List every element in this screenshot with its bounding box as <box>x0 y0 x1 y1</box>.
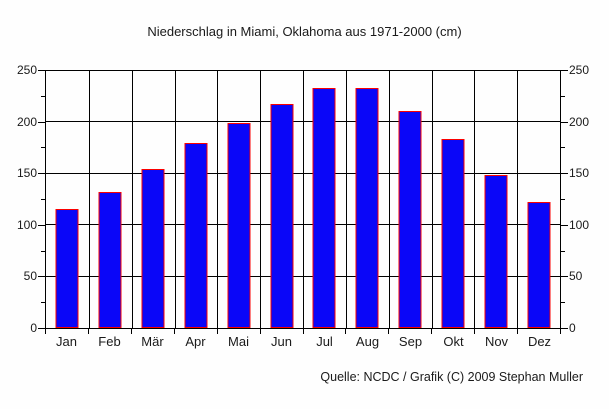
y-minor-tick-left-25 <box>41 302 45 303</box>
x-axis-label-dez: Dez <box>527 334 552 349</box>
y-minor-tick-right-125 <box>561 199 565 200</box>
y-axis-label-left-150: 150 <box>16 166 37 180</box>
bar-mär <box>141 168 165 328</box>
bar-apr <box>184 142 208 328</box>
y-axis-label-left-0: 0 <box>30 321 37 335</box>
v-gridline-8 <box>388 71 390 328</box>
y-axis-label-right-0: 0 <box>569 321 576 335</box>
y-major-tick-left-150 <box>38 173 45 174</box>
x-tick-12 <box>560 329 561 334</box>
y-major-tick-right-50 <box>561 276 568 277</box>
y-axis-label-left-100: 100 <box>16 218 37 232</box>
y-major-tick-right-150 <box>561 173 568 174</box>
x-axis-label-okt: Okt <box>443 334 464 349</box>
y-major-tick-left-200 <box>38 122 45 123</box>
x-axis-label-feb: Feb <box>98 334 121 349</box>
x-tick-6 <box>303 329 304 334</box>
x-tick-8 <box>388 329 389 334</box>
x-tick-0 <box>45 329 46 334</box>
bar-jul <box>312 88 336 328</box>
v-gridline-9 <box>431 71 433 328</box>
y-minor-tick-left-125 <box>41 199 45 200</box>
y-minor-tick-left-225 <box>41 96 45 97</box>
y-major-tick-left-0 <box>38 328 45 329</box>
y-axis-label-right-50: 50 <box>569 269 583 283</box>
y-minor-tick-right-25 <box>561 302 565 303</box>
x-tick-2 <box>131 329 132 334</box>
x-axis-label-mär: Mär <box>141 334 164 349</box>
x-tick-11 <box>517 329 518 334</box>
v-gridline-2 <box>131 71 133 328</box>
y-axis-label-right-250: 250 <box>569 63 590 77</box>
bar-nov <box>484 174 508 328</box>
y-axis-label-left-50: 50 <box>23 269 37 283</box>
y-minor-tick-left-175 <box>41 147 45 148</box>
v-gridline-3 <box>174 71 176 328</box>
bar-aug <box>355 88 379 328</box>
x-axis-label-jan: Jan <box>56 334 77 349</box>
y-major-tick-right-100 <box>561 225 568 226</box>
y-major-tick-right-250 <box>561 70 568 71</box>
x-tick-9 <box>431 329 432 334</box>
y-minor-tick-right-75 <box>561 251 565 252</box>
y-major-tick-right-0 <box>561 328 568 329</box>
v-gridline-4 <box>217 71 219 328</box>
bar-mai <box>227 123 251 328</box>
plot-area <box>45 70 561 329</box>
chart-title: Niederschlag in Miami, Oklahoma aus 1971… <box>147 24 462 39</box>
bar-sep <box>398 111 422 328</box>
x-axis-label-aug: Aug <box>355 334 380 349</box>
y-axis-label-left-250: 250 <box>16 63 37 77</box>
x-axis-label-jun: Jun <box>271 334 292 349</box>
x-tick-10 <box>474 329 475 334</box>
x-axis-label-nov: Nov <box>484 334 509 349</box>
bar-jan <box>55 208 79 328</box>
x-axis-label-jul: Jul <box>316 334 333 349</box>
bar-dez <box>527 201 551 328</box>
y-minor-tick-right-225 <box>561 96 565 97</box>
x-tick-5 <box>260 329 261 334</box>
v-gridline-7 <box>345 71 347 328</box>
v-gridline-11 <box>517 71 519 328</box>
v-gridline-1 <box>88 71 90 328</box>
x-axis-label-apr: Apr <box>185 334 206 349</box>
bar-feb <box>98 192 122 328</box>
y-major-tick-left-100 <box>38 225 45 226</box>
y-axis-label-right-100: 100 <box>569 218 590 232</box>
v-gridline-10 <box>474 71 476 328</box>
x-tick-4 <box>217 329 218 334</box>
x-tick-1 <box>88 329 89 334</box>
y-minor-tick-left-75 <box>41 251 45 252</box>
x-axis-label-mai: Mai <box>228 334 249 349</box>
source-note: Quelle: NCDC / Grafik (C) 2009 Stephan M… <box>320 370 583 384</box>
y-minor-tick-right-175 <box>561 147 565 148</box>
x-tick-7 <box>345 329 346 334</box>
x-tick-3 <box>174 329 175 334</box>
y-major-tick-right-200 <box>561 122 568 123</box>
bar-okt <box>441 138 465 328</box>
x-axis-label-sep: Sep <box>398 334 423 349</box>
v-gridline-5 <box>260 71 262 328</box>
v-gridline-6 <box>303 71 304 328</box>
y-major-tick-left-50 <box>38 276 45 277</box>
y-axis-label-right-200: 200 <box>569 115 590 129</box>
y-major-tick-left-250 <box>38 70 45 71</box>
bar-jun <box>270 103 294 328</box>
y-axis-label-left-200: 200 <box>16 115 37 129</box>
y-axis-label-right-150: 150 <box>569 166 590 180</box>
